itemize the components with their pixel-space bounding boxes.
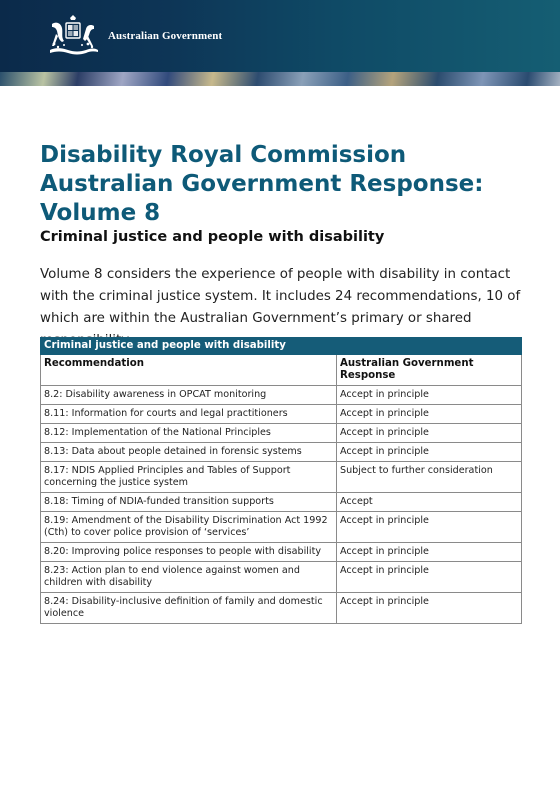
recommendation-cell: 8.18: Timing of NDIA-funded transition s…: [40, 492, 337, 512]
response-cell: Accept in principle: [335, 561, 523, 593]
recommendation-cell: 8.11: Information for courts and legal p…: [40, 404, 337, 424]
table-row: 8.19: Amendment of the Disability Discri…: [40, 511, 523, 543]
page-title: Disability Royal Commission Australian G…: [40, 141, 520, 228]
recommendation-cell: 8.23: Action plan to end violence agains…: [40, 561, 337, 593]
response-cell: Accept in principle: [335, 442, 523, 462]
table-row: 8.18: Timing of NDIA-funded transition s…: [40, 492, 523, 512]
recommendation-cell: 8.24: Disability-inclusive definition of…: [40, 592, 337, 624]
table-row: 8.11: Information for courts and legal p…: [40, 404, 523, 424]
response-cell: Accept in principle: [335, 423, 523, 443]
recommendation-cell: 8.12: Implementation of the National Pri…: [40, 423, 337, 443]
page-subtitle: Criminal justice and people with disabil…: [40, 229, 385, 245]
response-cell: Subject to further consideration: [335, 461, 523, 493]
recommendations-table: Criminal justice and people with disabil…: [39, 337, 523, 624]
title-line: Disability Royal Commission: [40, 142, 407, 168]
banner-stripe: [0, 72, 560, 86]
title-line: Volume 8: [40, 200, 161, 226]
column-header-recommendation: Recommendation: [40, 354, 337, 386]
table-row: 8.13: Data about people detained in fore…: [40, 442, 523, 462]
response-cell: Accept in principle: [335, 511, 523, 543]
table-row: 8.12: Implementation of the National Pri…: [40, 423, 523, 443]
recommendation-cell: 8.13: Data about people detained in fore…: [40, 442, 337, 462]
response-cell: Accept in principle: [335, 404, 523, 424]
recommendation-cell: 8.19: Amendment of the Disability Discri…: [40, 511, 337, 543]
org-name: Australian Government: [108, 30, 223, 42]
table-row: 8.23: Action plan to end violence agains…: [40, 561, 523, 593]
title-line: Australian Government Response:: [40, 171, 484, 197]
response-cell: Accept in principle: [335, 542, 523, 562]
table-row: 8.20: Improving police responses to peop…: [40, 542, 523, 562]
response-cell: Accept in principle: [335, 385, 523, 405]
recommendation-cell: 8.17: NDIS Applied Principles and Tables…: [40, 461, 337, 493]
recommendation-cell: 8.2: Disability awareness in OPCAT monit…: [40, 385, 337, 405]
header-banner: Australian Government: [0, 0, 560, 86]
column-header-response: Australian Government Response: [335, 354, 523, 386]
table-row: 8.2: Disability awareness in OPCAT monit…: [40, 385, 523, 405]
table-caption: Criminal justice and people with disabil…: [39, 337, 523, 355]
table-row: 8.17: NDIS Applied Principles and Tables…: [40, 461, 523, 493]
response-cell: Accept in principle: [335, 592, 523, 624]
table-caption-row: Criminal justice and people with disabil…: [39, 337, 523, 355]
recommendation-cell: 8.20: Improving police responses to peop…: [40, 542, 337, 562]
table-row: 8.24: Disability-inclusive definition of…: [40, 592, 523, 624]
response-cell: Accept: [335, 492, 523, 512]
intro-paragraph: Volume 8 considers the experience of peo…: [40, 267, 521, 348]
coat-of-arms-icon: [50, 15, 98, 55]
table-header-row: Recommendation Australian Government Res…: [40, 354, 523, 386]
